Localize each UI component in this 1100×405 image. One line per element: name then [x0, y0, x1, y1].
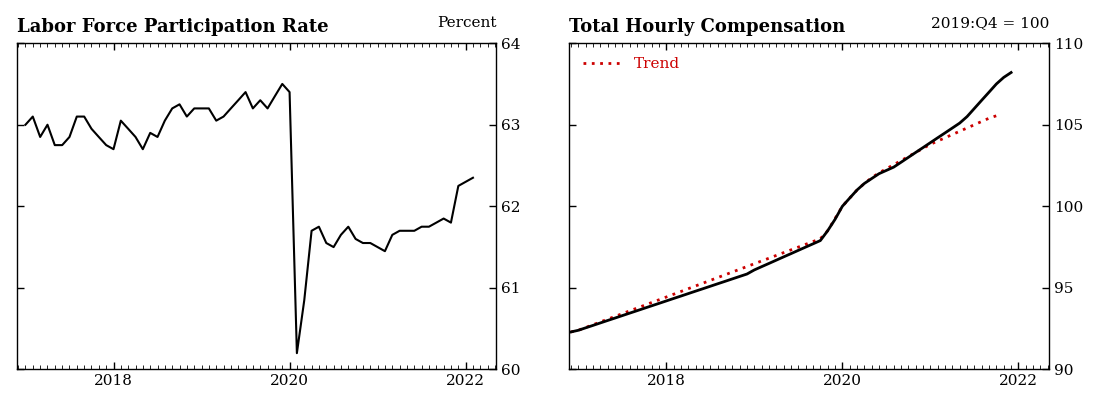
Legend: Trend: Trend	[578, 51, 685, 77]
Text: Labor Force Participation Rate: Labor Force Participation Rate	[16, 18, 328, 36]
Text: 2019:Q4 = 100: 2019:Q4 = 100	[931, 16, 1049, 30]
Text: Percent: Percent	[437, 16, 496, 30]
Text: Total Hourly Compensation: Total Hourly Compensation	[570, 18, 846, 36]
